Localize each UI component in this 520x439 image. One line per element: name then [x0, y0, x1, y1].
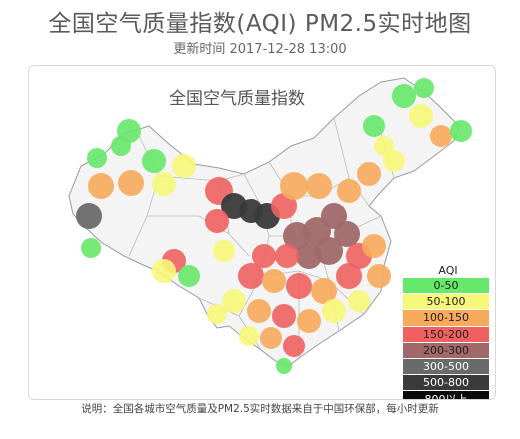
map-panel[interactable]: 全国空气质量指数 AQI 0-50 50-100 100-150 150-200… [28, 65, 496, 400]
legend-item-50-100: 50-100 [403, 294, 489, 310]
china-aqi-map[interactable] [29, 66, 495, 399]
legend-item-200-300: 200-300 [403, 342, 489, 358]
legend-item-800-plus: 800以上 [403, 391, 489, 399]
aqi-city-markers [76, 78, 472, 374]
map-title: 全国空气质量指数 [169, 89, 305, 109]
legend-item-0-50: 0-50 [403, 278, 489, 294]
aqi-legend: AQI 0-50 50-100 100-150 150-200 200-300 … [401, 264, 491, 399]
data-source-note: 说明：全国各城市空气质量及PM2.5实时数据来自于中国环保部，每小时更新 [81, 403, 439, 415]
page-title: 全国空气质量指数(AQI) PM2.5实时地图 [48, 11, 472, 37]
legend-item-500-800: 500-800 [403, 375, 489, 391]
legend-item-150-200: 150-200 [403, 326, 489, 342]
legend-item-300-500: 300-500 [403, 358, 489, 375]
legend-item-100-150: 100-150 [403, 310, 489, 326]
update-time: 更新时间 2017-12-28 13:00 [173, 42, 347, 57]
legend-title: AQI [438, 264, 458, 277]
